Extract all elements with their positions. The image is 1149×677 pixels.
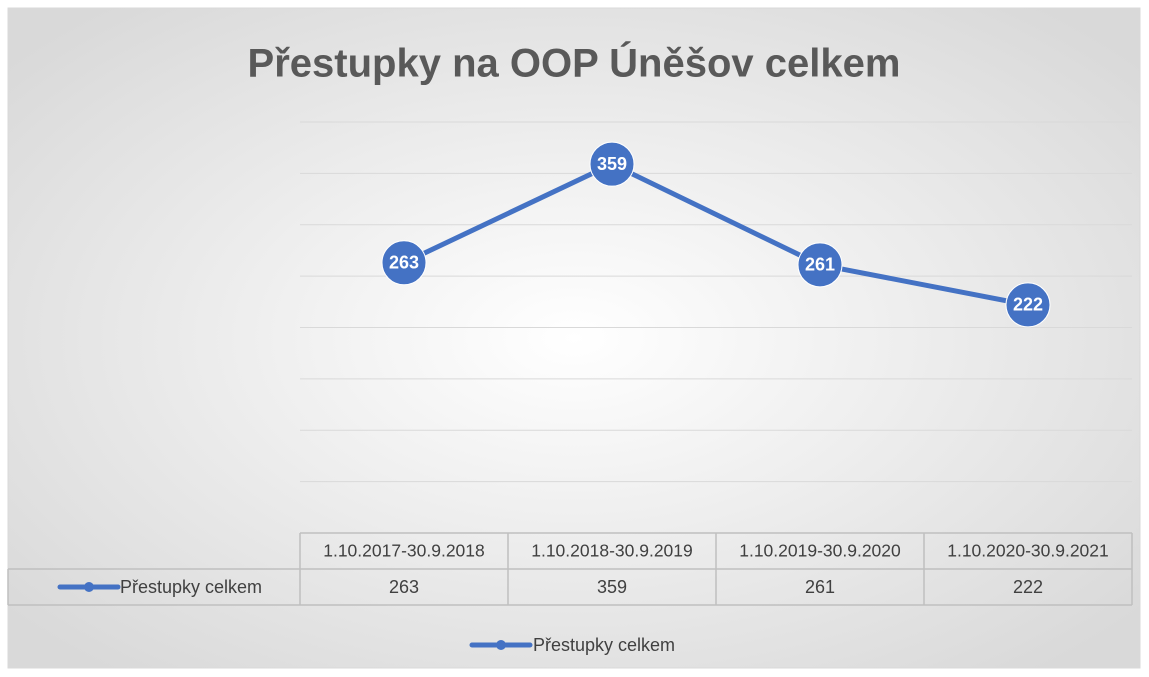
- data-point: [1005, 282, 1051, 328]
- data-label: 359: [597, 154, 627, 174]
- chart-title: Přestupky na OOP Úněšov celkem: [248, 40, 901, 86]
- table-value: 359: [597, 577, 627, 597]
- series-line: [402, 161, 1029, 308]
- x-tick-label: 1.10.2019-30.9.2020: [739, 541, 901, 561]
- x-tick-label: 1.10.2018-30.9.2019: [531, 541, 693, 561]
- data-label: 263: [389, 253, 419, 273]
- data-point: [381, 240, 427, 286]
- x-tick-label: 1.10.2020-30.9.2021: [947, 541, 1109, 561]
- table-value: 222: [1013, 577, 1043, 597]
- x-tick-label: 1.10.2017-30.9.2018: [323, 541, 485, 561]
- table-series-name: Přestupky celkem: [120, 577, 262, 597]
- chart-area: [7, 7, 1141, 669]
- table-value: 261: [805, 577, 835, 597]
- legend-label: Přestupky celkem: [533, 635, 675, 655]
- data-point: [797, 242, 843, 288]
- data-label: 261: [805, 255, 835, 275]
- legend-marker: [84, 582, 94, 592]
- data-point: [589, 141, 635, 187]
- legend-marker: [496, 640, 506, 650]
- data-label: 222: [1013, 295, 1043, 315]
- table-value: 263: [389, 577, 419, 597]
